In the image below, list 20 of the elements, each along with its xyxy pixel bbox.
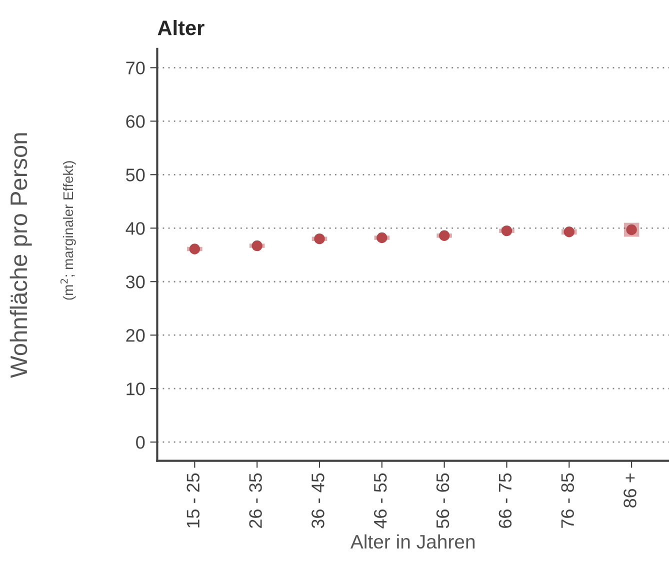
y-tick-label: 60 — [126, 115, 145, 128]
x-tick-label: 86 + — [624, 473, 636, 508]
x-tick-label: 26 - 35 — [249, 473, 262, 528]
y-axis-title: Wohnfläche pro Person — [10, 133, 32, 378]
y-tick-label: 50 — [126, 168, 145, 182]
x-tick-label: 36 - 45 — [312, 473, 324, 528]
y-tick-label: 70 — [126, 62, 145, 74]
x-tick-label: 56 - 65 — [436, 473, 450, 528]
y-tick-label: 10 — [126, 382, 145, 396]
x-tick-label: 76 - 85 — [561, 473, 574, 528]
y-tick-label: 30 — [126, 276, 145, 288]
y-tick-label: 40 — [126, 222, 145, 235]
chart-title: Alter — [158, 20, 204, 36]
x-tick-label: 46 - 55 — [374, 473, 387, 528]
y-tick-label: 0 — [136, 436, 145, 449]
text: (m$^{2}$; marginaler Effekt) — [60, 161, 76, 300]
x-tick-label: 66 - 75 — [498, 473, 512, 528]
y-tick-label: 20 — [126, 329, 145, 342]
x-axis-title: Alter in Jahren — [350, 534, 475, 549]
x-tick-label: 15 - 25 — [186, 473, 200, 528]
